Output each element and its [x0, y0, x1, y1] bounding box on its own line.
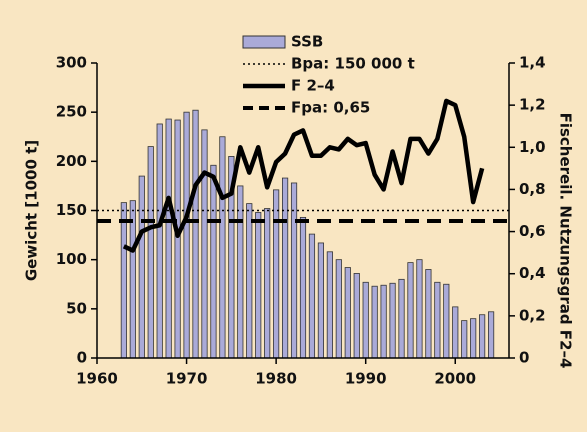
legend-label: SSB [291, 33, 323, 51]
bar [255, 212, 262, 359]
bar [281, 177, 289, 359]
bar [479, 314, 486, 359]
y-axis-label: Gewicht [1000 t] [23, 140, 41, 281]
y2-tick-label: 1,4 [519, 54, 546, 72]
bar [398, 278, 405, 359]
bar [487, 311, 495, 359]
bar [434, 281, 441, 359]
bar [201, 129, 208, 359]
bar [308, 233, 316, 359]
x-tick-label: 1990 [345, 370, 387, 388]
bar [461, 320, 468, 359]
bar [407, 262, 414, 359]
line [122, 98, 485, 253]
bar [147, 146, 154, 359]
legend-label: F 2–4 [291, 77, 335, 95]
bar [380, 284, 387, 359]
bar [353, 273, 360, 359]
bar [452, 306, 459, 359]
bar [290, 182, 298, 359]
y-tick-label: 150 [56, 201, 87, 219]
bar [219, 136, 226, 359]
bar [264, 208, 271, 359]
bar [246, 203, 253, 359]
bar [192, 109, 199, 359]
bar [371, 285, 378, 359]
legend-label: Fpa: 0,65 [291, 99, 370, 117]
y-tick-label: 200 [56, 152, 87, 170]
bar [443, 283, 450, 359]
bar [174, 119, 181, 359]
y2-tick-label: 0,8 [519, 180, 546, 198]
y-tick-label: 250 [56, 103, 87, 121]
y2-tick-label: 0 [519, 349, 529, 367]
y2-axis-label: Fischereil. Nutzungsgrad F2–4 [557, 113, 575, 369]
y-tick-label: 0 [77, 349, 87, 367]
y2-tick-label: 1,2 [519, 96, 546, 114]
bar [470, 318, 477, 359]
bar [416, 259, 423, 359]
bar [156, 123, 163, 359]
bar [237, 185, 244, 359]
bar [389, 282, 396, 359]
bar [120, 202, 127, 359]
y2-tick-label: 0,6 [519, 222, 546, 240]
x-tick-label: 1960 [76, 370, 118, 388]
bar [165, 118, 172, 359]
bar [273, 189, 280, 359]
x-tick-label: 2000 [434, 370, 476, 388]
bar [335, 259, 342, 359]
bar [138, 175, 145, 359]
bar [362, 281, 369, 359]
bar [129, 200, 136, 359]
y2-tick-label: 0,2 [519, 306, 546, 324]
bar [299, 216, 307, 359]
legend-swatch [242, 35, 286, 49]
bar [344, 267, 351, 359]
y2-tick-label: 0,4 [519, 264, 546, 282]
y-tick-label: 300 [56, 54, 87, 72]
bar [326, 251, 333, 359]
bar [317, 242, 324, 359]
x-tick-label: 1980 [255, 370, 297, 388]
legend-label: Bpa: 150 000 t [291, 55, 415, 73]
y-tick-label: 100 [56, 250, 87, 268]
bar [210, 164, 217, 359]
y-tick-label: 50 [66, 299, 87, 317]
y2-tick-label: 1,0 [519, 138, 546, 156]
x-tick-label: 1970 [166, 370, 208, 388]
bar [183, 111, 190, 359]
bar [425, 269, 432, 359]
